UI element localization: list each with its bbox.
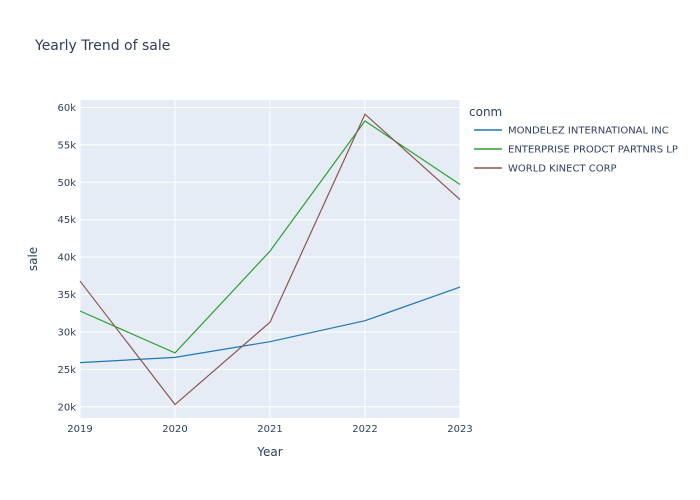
y-tick-label: 60k	[57, 103, 76, 114]
series-line	[79, 286, 461, 364]
y-tick-label: 25k	[57, 365, 76, 376]
y-tick-label: 40k	[57, 253, 76, 264]
series-lines	[79, 113, 461, 406]
x-tick-label: 2023	[447, 424, 472, 435]
x-axis-ticks: 2019 2020 2021 2022 2023	[67, 424, 472, 435]
y-axis-title: sale	[26, 247, 40, 271]
y-tick-label: 20k	[57, 402, 76, 413]
legend-item-label: ENTERPRISE PRODCT PARTNRS LP	[508, 145, 678, 156]
chart-title: Yearly Trend of sale	[34, 38, 170, 54]
series-line	[79, 113, 461, 406]
legend-title: conm	[469, 105, 502, 119]
legend-item-label: WORLD KINECT CORP	[508, 164, 617, 175]
y-tick-label: 45k	[57, 215, 76, 226]
x-tick-label: 2020	[162, 424, 187, 435]
legend: conm MONDELEZ INTERNATIONAL INC ENTERPRIS…	[469, 105, 678, 175]
y-axis-ticks: 20k 25k 30k 35k 40k 45k 50k 55k 60k	[57, 103, 76, 413]
y-tick-label: 35k	[57, 290, 76, 301]
grid	[79, 100, 461, 418]
legend-item-label: MONDELEZ INTERNATIONAL INC	[508, 126, 669, 137]
x-tick-label: 2021	[257, 424, 282, 435]
y-tick-label: 50k	[57, 178, 76, 189]
x-tick-label: 2022	[352, 424, 377, 435]
y-tick-label: 30k	[57, 327, 76, 338]
x-axis-title: Year	[256, 445, 282, 459]
x-tick-label: 2019	[67, 424, 92, 435]
y-tick-label: 55k	[57, 140, 76, 151]
